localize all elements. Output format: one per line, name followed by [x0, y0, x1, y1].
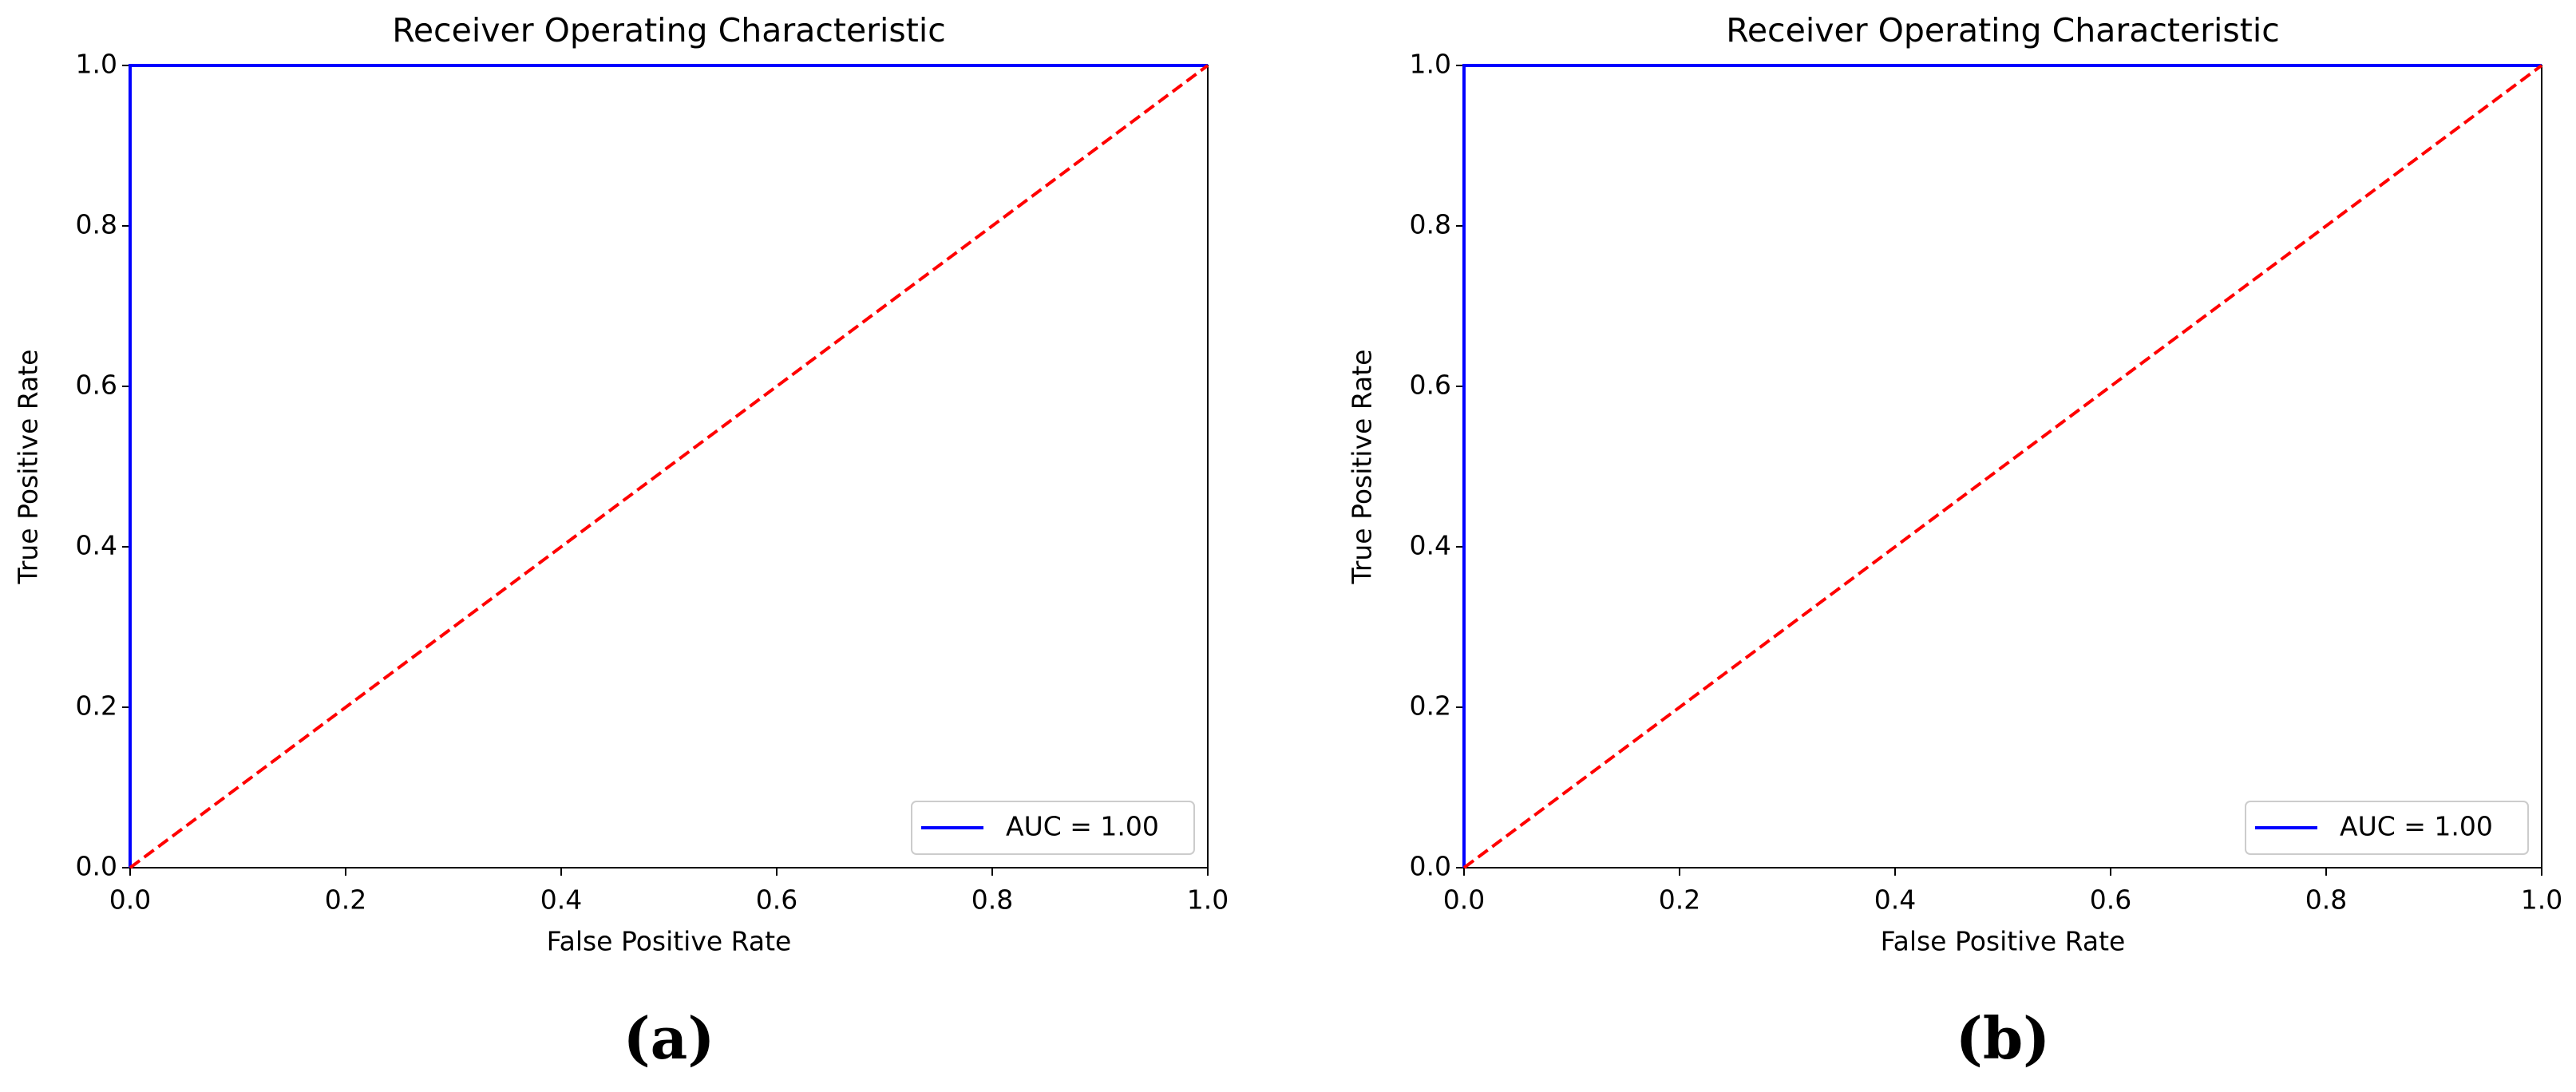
x-tick-label: 0.0	[109, 884, 151, 916]
x-axis-label: False Positive Rate	[547, 926, 792, 957]
x-tick-label: 0.2	[1659, 884, 1700, 916]
legend-box	[2245, 801, 2529, 855]
y-axis-label: True Positive Rate	[13, 350, 44, 585]
x-tick-label: 0.4	[540, 884, 582, 916]
y-tick-label: 0.6	[76, 370, 117, 401]
y-tick-label: 0.2	[76, 690, 117, 722]
x-tick-label: 0.0	[1443, 884, 1485, 916]
x-tick-label: 1.0	[1187, 884, 1229, 916]
x-tick-label: 0.8	[971, 884, 1013, 916]
series-line	[129, 64, 1209, 869]
y-tick-label: 1.0	[1410, 49, 1451, 80]
chart-title: Receiver Operating Characteristic	[392, 11, 946, 49]
caption: (a)	[623, 1004, 715, 1072]
series-line	[1462, 64, 2543, 869]
y-tick-label: 0.8	[76, 209, 117, 240]
y-tick-label: 0.2	[1410, 690, 1451, 722]
y-tick-label: 0.4	[1410, 530, 1451, 561]
y-axis-label: True Positive Rate	[1347, 350, 1378, 585]
caption: (b)	[1956, 1004, 2050, 1072]
y-tick-label: 0.0	[76, 851, 117, 882]
x-axis-label: False Positive Rate	[1881, 926, 2126, 957]
x-tick-label: 0.2	[325, 884, 366, 916]
y-tick-label: 1.0	[76, 49, 117, 80]
x-tick-label: 0.6	[756, 884, 797, 916]
chart-title: Receiver Operating Characteristic	[1726, 11, 2280, 49]
x-tick-label: 0.6	[2090, 884, 2131, 916]
x-tick-label: 0.8	[2305, 884, 2347, 916]
y-tick-label: 0.6	[1410, 370, 1451, 401]
y-tick-label: 0.8	[1410, 209, 1451, 240]
legend-label: AUC = 1.00	[2340, 811, 2493, 842]
series-line	[129, 64, 1208, 868]
y-tick-label: 0.4	[76, 530, 117, 561]
series-line	[1462, 64, 2542, 868]
x-tick-label: 1.0	[2521, 884, 2562, 916]
legend-label: AUC = 1.00	[1006, 811, 1159, 842]
x-tick-label: 0.4	[1874, 884, 1916, 916]
y-tick-label: 0.0	[1410, 851, 1451, 882]
legend-box	[911, 801, 1195, 855]
